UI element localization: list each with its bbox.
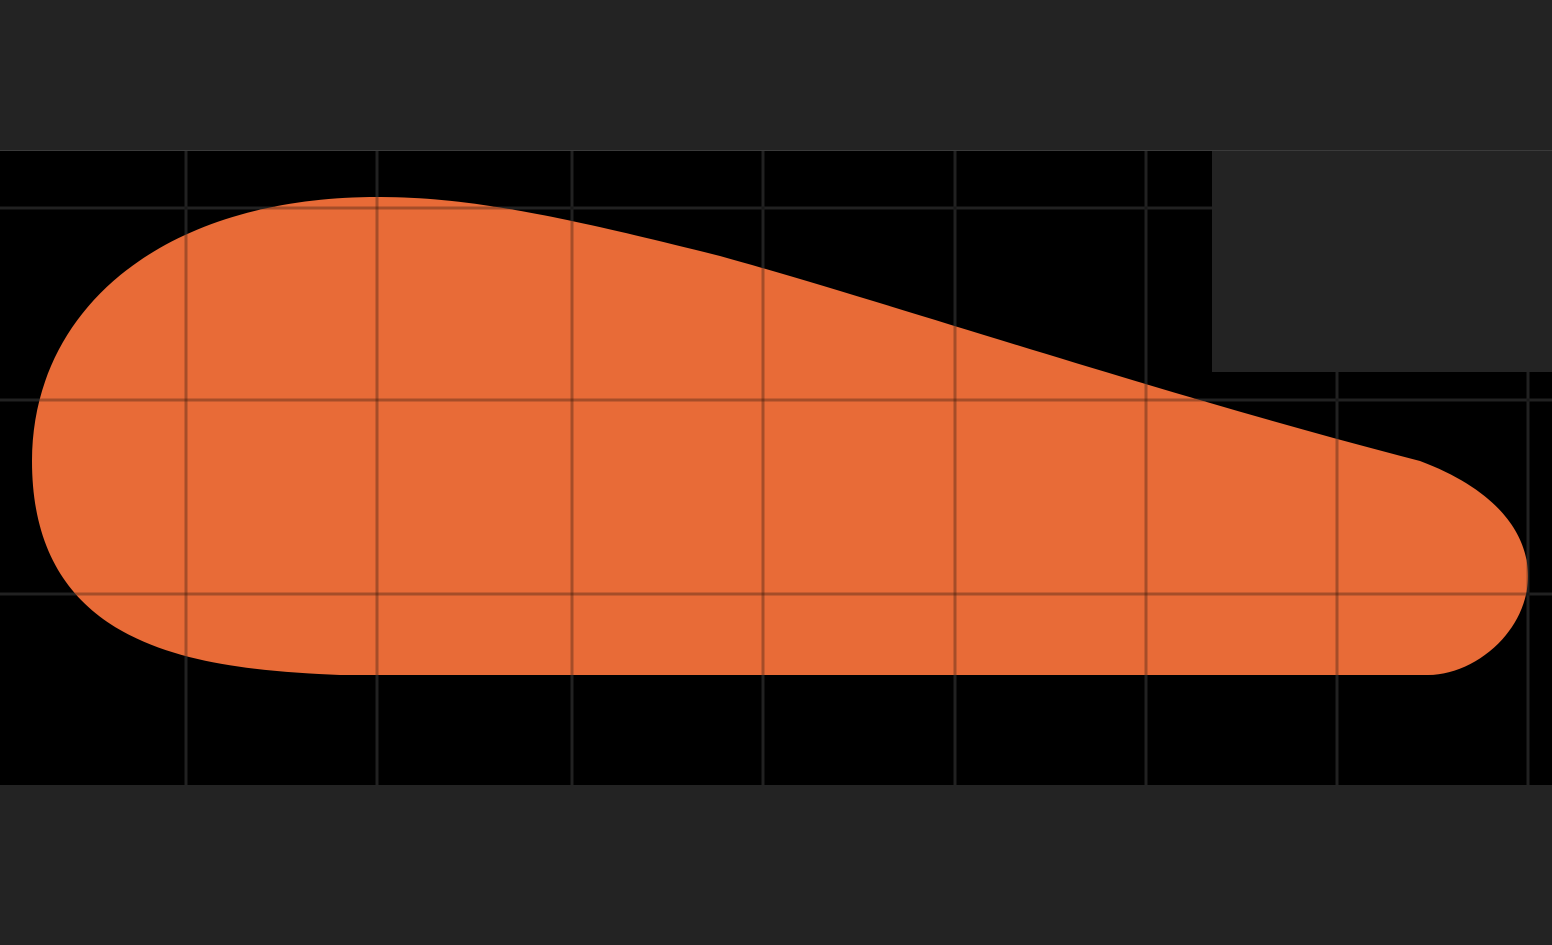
- bottom-panel-area: [0, 785, 1552, 945]
- teardrop-shape[interactable]: [32, 197, 1528, 675]
- overlay-panel: [1212, 151, 1552, 372]
- top-toolbar-area: [0, 0, 1552, 150]
